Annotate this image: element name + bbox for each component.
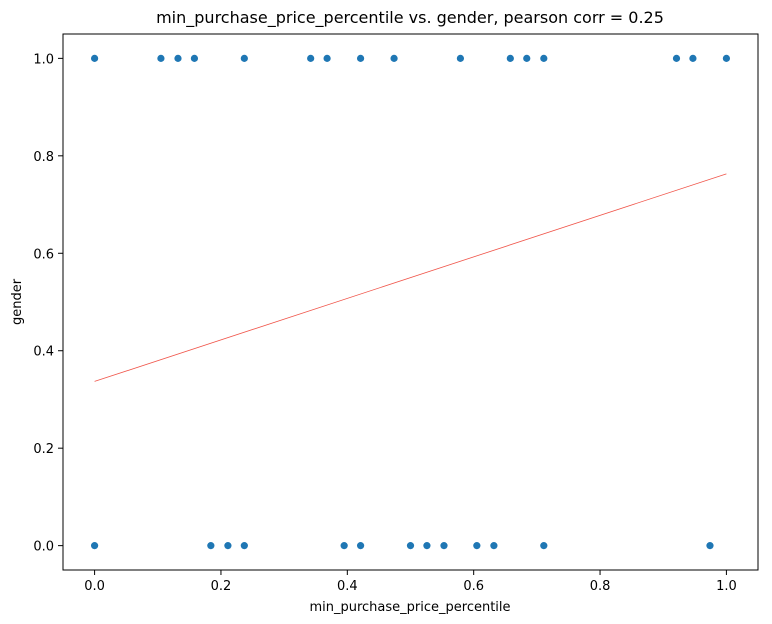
trend-line	[94, 173, 727, 382]
data-point	[672, 54, 681, 62]
data-point	[706, 542, 714, 550]
data-point	[224, 542, 232, 550]
y-axis-label: gender	[10, 278, 25, 325]
data-point	[323, 54, 331, 62]
data-point	[90, 54, 99, 62]
data-point	[423, 542, 431, 550]
data-point	[356, 542, 365, 550]
y-tick-label: 0.4	[33, 345, 54, 360]
data-point	[307, 54, 315, 62]
y-tick-label: 0.2	[33, 442, 54, 457]
x-tick-label: 0.0	[84, 579, 105, 594]
data-point	[506, 54, 514, 62]
data-point	[406, 542, 415, 550]
data-point	[174, 54, 182, 62]
x-tick-label: 0.6	[463, 579, 484, 594]
data-point	[207, 542, 215, 550]
data-point	[390, 54, 398, 62]
x-axis-label: min_purchase_price_percentile	[309, 600, 510, 615]
plot-area	[62, 33, 759, 571]
data-point	[722, 54, 731, 62]
data-point	[240, 54, 248, 62]
data-point	[490, 542, 498, 550]
data-point	[190, 54, 199, 62]
data-point	[440, 542, 448, 550]
y-axis: 0.0 0.2 0.4 0.6 0.8 1.0	[33, 52, 63, 555]
y-tick-label: 0.6	[33, 247, 54, 262]
data-point	[689, 54, 697, 62]
data-point	[473, 542, 481, 550]
data-point	[540, 54, 548, 62]
x-axis: 0.0 0.2 0.4 0.6 0.8 1.0	[84, 570, 737, 594]
y-tick-label: 0.0	[33, 540, 54, 555]
chart-title: min_purchase_price_percentile vs. gender…	[156, 8, 664, 28]
trend-line-layer	[94, 173, 727, 382]
data-points-layer	[90, 54, 731, 550]
data-point	[540, 542, 548, 550]
data-point	[523, 54, 531, 62]
data-point	[240, 542, 248, 550]
data-point	[157, 54, 165, 62]
x-tick-label: 0.4	[337, 579, 358, 594]
x-tick-label: 0.2	[211, 579, 232, 594]
y-tick-label: 0.8	[33, 150, 54, 165]
data-point	[340, 542, 348, 550]
data-point	[90, 542, 99, 550]
y-tick-label: 1.0	[33, 52, 54, 67]
x-tick-label: 1.0	[716, 579, 737, 594]
data-point	[356, 54, 365, 62]
x-tick-label: 0.8	[590, 579, 611, 594]
data-point	[456, 54, 465, 62]
